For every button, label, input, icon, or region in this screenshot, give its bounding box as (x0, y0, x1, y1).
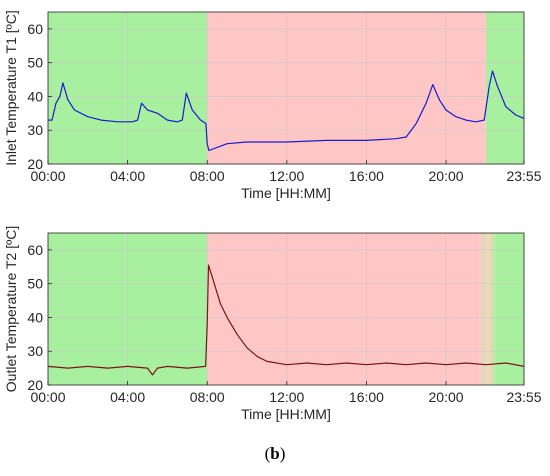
x-tick-label: 20:00 (429, 168, 464, 184)
y-tick-label: 20 (27, 377, 43, 393)
x-axis-label: Time [HH:MM] (241, 185, 331, 201)
region-green (495, 233, 524, 385)
y-tick-label: 60 (27, 21, 43, 37)
x-tick-label: 12:00 (269, 168, 304, 184)
series-line (48, 70, 525, 152)
y-tick-label: 30 (27, 343, 43, 359)
x-tick-label: 08:00 (190, 168, 225, 184)
x-tick-label: 16:00 (349, 168, 384, 184)
figure-caption: (b) (264, 444, 286, 463)
x-tick-label: 00:00 (30, 389, 65, 405)
caption-letter: b (270, 444, 280, 463)
chart-inlet-temperature: 00:00 04:00 08:00 12:00 16:00 20:00 23:55 20 30 4… (3, 10, 542, 201)
region-mixed (479, 233, 496, 385)
x-tick-label: 00:00 (30, 168, 65, 184)
x-tick-label: 16:00 (349, 389, 384, 405)
plot-frame (47, 232, 525, 386)
x-tick-label: 23:55 (506, 168, 541, 184)
x-axis-label: Time [HH:MM] (241, 406, 331, 422)
y-axis-label: Inlet Temperature T1 [ºC] (3, 10, 19, 166)
x-tick-label: 20:00 (429, 389, 464, 405)
x-tick-label: 04:00 (110, 389, 145, 405)
x-tick-label: 12:00 (269, 389, 304, 405)
x-tick-label: 04:00 (110, 168, 145, 184)
region-red (207, 233, 480, 385)
y-tick-label: 60 (27, 242, 43, 258)
plot-frame (47, 11, 525, 165)
y-tick-label: 50 (27, 276, 43, 292)
y-tick-label: 20 (27, 156, 43, 172)
y-tick-label: 40 (27, 88, 43, 104)
series-line (47, 264, 525, 376)
y-tick-label: 50 (27, 55, 43, 71)
y-tick-label: 30 (27, 122, 43, 138)
figure: 00:00 04:00 08:00 12:00 16:00 20:00 23:55 20 30 4… (3, 10, 542, 422)
x-tick-label: 23:55 (506, 389, 541, 405)
region-red (207, 12, 486, 164)
x-tick-label: 08:00 (190, 389, 225, 405)
region-green (485, 12, 524, 164)
y-tick-label: 40 (27, 309, 43, 325)
y-axis-label: Outlet Temperature T2 [ºC] (3, 226, 19, 392)
chart-outlet-temperature: 00:00 04:00 08:00 12:00 16:00 20:00 23:55 20 30 4… (3, 226, 542, 422)
